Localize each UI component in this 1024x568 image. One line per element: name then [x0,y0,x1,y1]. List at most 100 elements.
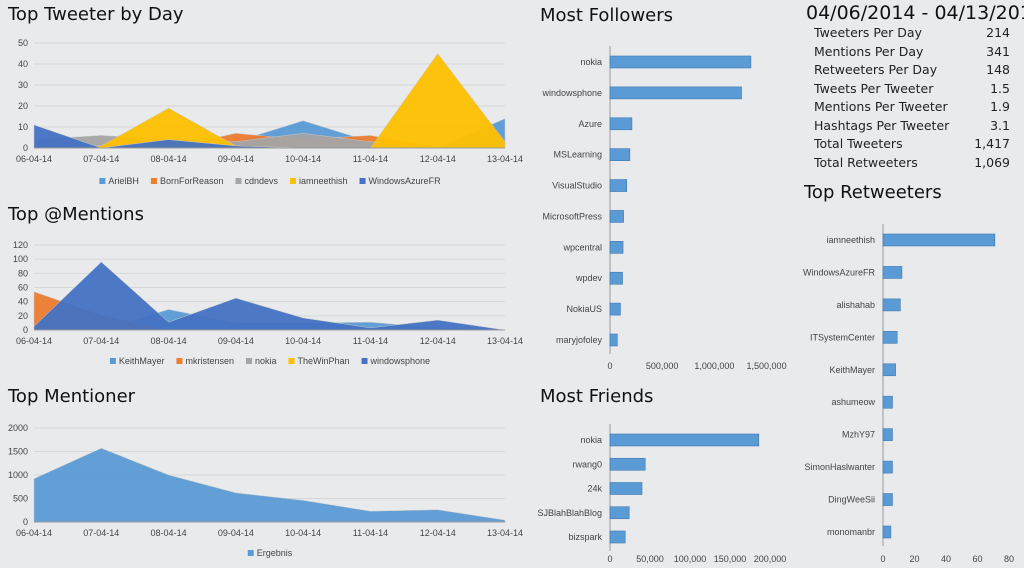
bar-category-label: iamneethish [826,235,875,245]
bar-MzhY97 [882,428,893,441]
chart-title-top-mentioner: Top Mentioner [8,386,136,407]
bar-rwang0 [609,457,646,471]
chart-title-most-followers: Most Followers [540,5,674,26]
bar-ashumeow [882,395,893,409]
bar-category-label: SJBlahBlahBlog [537,508,602,518]
stat-value: 214 [986,25,1010,40]
y-tick-label: 0 [23,143,28,153]
x-tick-label: 09-04-14 [218,336,254,346]
y-tick-label: 1500 [8,447,28,457]
y-tick-label: 0 [23,325,28,335]
stat-label: Hashtags Per Tweeter [814,117,950,133]
x-tick-label: 12-04-14 [420,528,456,538]
x-tick-label: 40 [941,554,951,564]
bar-category-label: nokia [580,435,602,445]
stat-label: Total Tweeters [814,136,903,151]
x-tick-label: 13-04-14 [487,528,523,538]
x-tick-label: 12-04-14 [420,154,456,164]
x-tick-label: 0 [607,554,612,564]
x-tick-label: 10-04-14 [285,154,321,164]
bar-category-label: WindowsAzureFR [803,267,876,277]
bar-category-label: maryjofoley [556,335,603,345]
x-tick-label: 10-04-14 [285,528,321,538]
stats-table: Tweeters Per Day 214 Mentions Per Day 341 … [814,25,1010,173]
legend-swatch [288,358,295,364]
x-tick-label: 11-04-14 [353,528,388,538]
x-tick-label: 60 [972,554,982,564]
legend-label: windowsphone [370,356,431,366]
legend-swatch [361,358,368,364]
y-tick-label: 10 [18,122,28,132]
bar-category-label: VisualStudio [552,181,602,191]
bar-WindowsAzureFR [882,266,903,279]
legend-label: mkristensen [185,356,234,366]
legend-label: iamneethish [299,176,348,186]
bar-SimonHaslwanter [882,460,893,474]
bar-KeithMayer [882,363,896,377]
bar-NokiaUS [609,302,621,316]
stat-row: Mentions Per Tweeter 1.9 [814,99,1010,118]
bar-maryjofoley [609,333,618,347]
bar-windowsphone [609,86,742,100]
stat-label: Retweeters Per Day [814,62,938,77]
bar-category-label: Azure [578,119,602,129]
legend-swatch [290,178,297,184]
stat-label: Mentions Per Tweeter [814,99,948,114]
stat-row: Total Retweeters 1,069 [814,155,1010,174]
bar-ITSystemCenter [882,331,898,344]
y-tick-label: 500 [13,494,28,504]
legend-label: BornForReason [160,176,224,186]
y-tick-label: 40 [18,297,28,307]
bar-nokia [609,55,752,69]
stat-row: Mentions Per Day 341 [814,44,1010,63]
chart-title-top-mentions: Top @Mentions [8,204,144,225]
y-tick-label: 0 [23,517,28,527]
y-tick-label: 40 [18,59,28,69]
bar-category-label: ashumeow [831,397,875,407]
bar-category-label: ITSystemCenter [810,332,875,342]
legend-swatch [245,358,252,364]
bar-SJBlahBlahBlog [609,506,630,520]
x-tick-label: 11-04-14 [353,154,388,164]
legend-label: Ergebnis [257,548,293,558]
x-tick-label: 07-04-14 [83,528,119,538]
chart-title-most-friends: Most Friends [540,386,654,407]
stat-value: 1,417 [974,136,1010,151]
bar-MSLearning [609,148,631,161]
stat-label: Tweeters Per Day [814,25,922,40]
bar-category-label: bizspark [568,532,602,542]
legend-label: TheWinPhan [297,356,349,366]
x-tick-label: 12-04-14 [420,336,456,346]
bar-category-label: wpcentral [562,242,602,252]
y-tick-label: 30 [18,80,28,90]
y-tick-label: 50 [18,38,28,48]
bar-nokia [609,433,760,447]
bar-category-label: nokia [580,57,602,67]
bar-category-label: MzhY97 [842,430,875,440]
x-tick-label: 09-04-14 [218,528,254,538]
bar-wpdev [609,271,623,285]
stat-value: 1.9 [990,99,1010,114]
x-tick-label: 08-04-14 [151,154,187,164]
x-tick-label: 06-04-14 [16,336,52,346]
legend-label: KeithMayer [119,356,165,366]
bar-bizspark [609,530,626,544]
bar-wpcentral [609,241,624,254]
x-tick-label: 0 [607,361,612,371]
x-tick-label: 1,500,000 [747,361,787,371]
bar-category-label: alishahab [836,300,875,310]
x-tick-label: 07-04-14 [83,154,119,164]
stat-label: Total Retweeters [814,154,918,170]
stat-label: Mentions Per Day [814,43,924,59]
x-tick-label: 500,000 [646,361,679,371]
x-tick-label: 13-04-14 [487,154,523,164]
y-tick-label: 1000 [8,470,28,480]
legend-swatch [176,358,183,364]
y-tick-label: 20 [18,311,28,321]
bar-alishahab [882,298,901,312]
bar-24k [609,482,643,495]
x-tick-label: 11-04-14 [353,336,388,346]
x-tick-label: 08-04-14 [151,528,187,538]
stat-value: 1,069 [974,154,1010,170]
